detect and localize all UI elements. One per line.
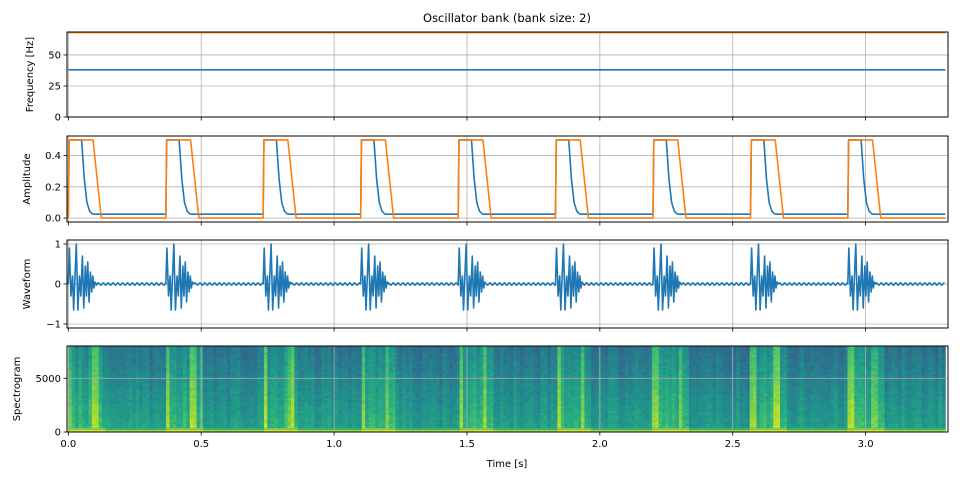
spectrogram-image <box>68 346 945 432</box>
y-tick-label: −1 <box>46 320 61 331</box>
series-line-1 <box>68 140 945 214</box>
y-tick-label: 0 <box>55 113 61 124</box>
series-line-2 <box>68 140 945 218</box>
panel-2: 0.0 0.2 0.4 Amplitude <box>22 136 948 226</box>
series-line-1 <box>68 244 944 310</box>
y-axis-label: Waveform <box>22 259 33 310</box>
y-tick-label: 0.0 <box>45 214 61 225</box>
panel-1: 0 25 50 Frequency [Hz] <box>25 32 948 124</box>
series-group <box>68 140 945 218</box>
series-group <box>68 244 944 310</box>
x-axis-label: Time [s] <box>486 459 528 470</box>
axes-frame <box>67 32 948 117</box>
y-axis-label: Amplitude <box>22 153 33 204</box>
y-tick-label: 1 <box>55 240 61 251</box>
y-tick-label: 0 <box>55 280 61 291</box>
y-tick-label: 50 <box>48 50 61 61</box>
axes-frame <box>67 136 948 222</box>
panel-3: −1 0 1 Waveform <box>22 240 948 332</box>
y-tick-label: 0.4 <box>45 151 61 162</box>
y-tick-label: 25 <box>48 81 61 92</box>
y-axis-label: Frequency [Hz] <box>25 37 36 113</box>
chart-title: Oscillator bank (bank size: 2) <box>423 11 591 25</box>
series-group <box>68 33 945 70</box>
y-tick-label: 0.2 <box>45 182 61 193</box>
